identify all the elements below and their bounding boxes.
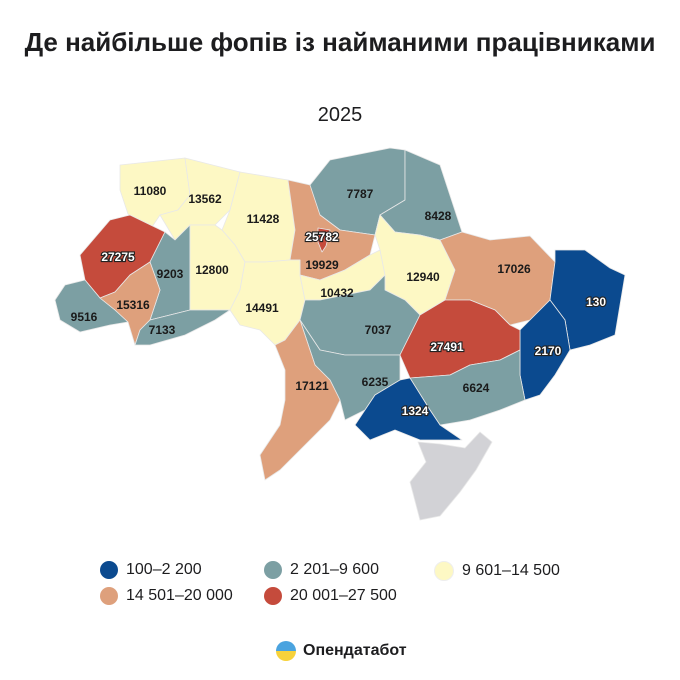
legend-swatch	[264, 587, 282, 605]
legend-item: 100–2 200	[100, 561, 202, 579]
map-subtitle: 2025	[317, 104, 363, 126]
region-value-label: 27275	[101, 250, 135, 264]
legend-swatch	[264, 561, 282, 579]
region-value-label: 14491	[245, 301, 279, 315]
legend-label: 14 501–20 000	[126, 587, 233, 604]
region-luhansk	[549, 249, 626, 351]
legend-item: 2 201–9 600	[264, 561, 379, 579]
region-value-label: 6624	[463, 381, 490, 395]
region-value-label: 12940	[406, 270, 440, 284]
region-value-label: 17026	[497, 262, 531, 276]
region-crimea	[409, 431, 493, 521]
region-value-label: 15316	[116, 298, 150, 312]
legend-item: 14 501–20 000	[100, 587, 233, 605]
brand-logo-icon	[276, 641, 296, 661]
legend-label: 9 601–14 500	[462, 562, 560, 579]
region-value-label: 7787	[347, 187, 374, 201]
map-title: Де найбільше фопів із найманими працівни…	[24, 27, 656, 57]
region-chernivtsi	[134, 309, 231, 346]
legend-swatch	[100, 587, 118, 605]
region-value-label: 11080	[134, 184, 167, 198]
legend-swatch	[100, 561, 118, 579]
region-value-label: 1324	[402, 404, 429, 418]
region-value-label: 6235	[362, 375, 389, 389]
brand-logo: Опендатабот	[276, 641, 407, 661]
region-donetsk	[519, 299, 571, 401]
region-value-label: 11428	[247, 212, 280, 226]
region-value-label: 130	[586, 295, 606, 309]
region-value-label: 10432	[320, 286, 354, 300]
region-value-label: 12800	[195, 263, 229, 277]
region-value-label: 27491	[430, 340, 464, 354]
region-value-label: 7133	[149, 323, 176, 337]
region-odesa	[259, 319, 341, 481]
region-kyiv-city	[317, 227, 331, 253]
region-value-label: 25782	[305, 230, 339, 244]
legend-item: 9 601–14 500	[434, 561, 560, 581]
region-value-label: 9203	[157, 267, 184, 281]
region-value-label: 2170	[535, 344, 562, 358]
legend-label: 20 001–27 500	[290, 587, 397, 604]
region-value-label: 17121	[295, 379, 329, 393]
region-value-label: 9516	[71, 310, 98, 324]
brand-name: Опендатабот	[303, 642, 407, 659]
region-value-label: 7037	[365, 323, 392, 337]
region-value-label: 13562	[188, 192, 222, 206]
region-value-label: 19929	[305, 258, 339, 272]
legend-label: 100–2 200	[126, 561, 202, 578]
legend-item: 20 001–27 500	[264, 587, 397, 605]
region-kherson	[354, 377, 463, 441]
region-value-label: 8428	[425, 209, 452, 223]
legend-label: 2 201–9 600	[290, 561, 379, 578]
legend-swatch	[434, 561, 454, 581]
